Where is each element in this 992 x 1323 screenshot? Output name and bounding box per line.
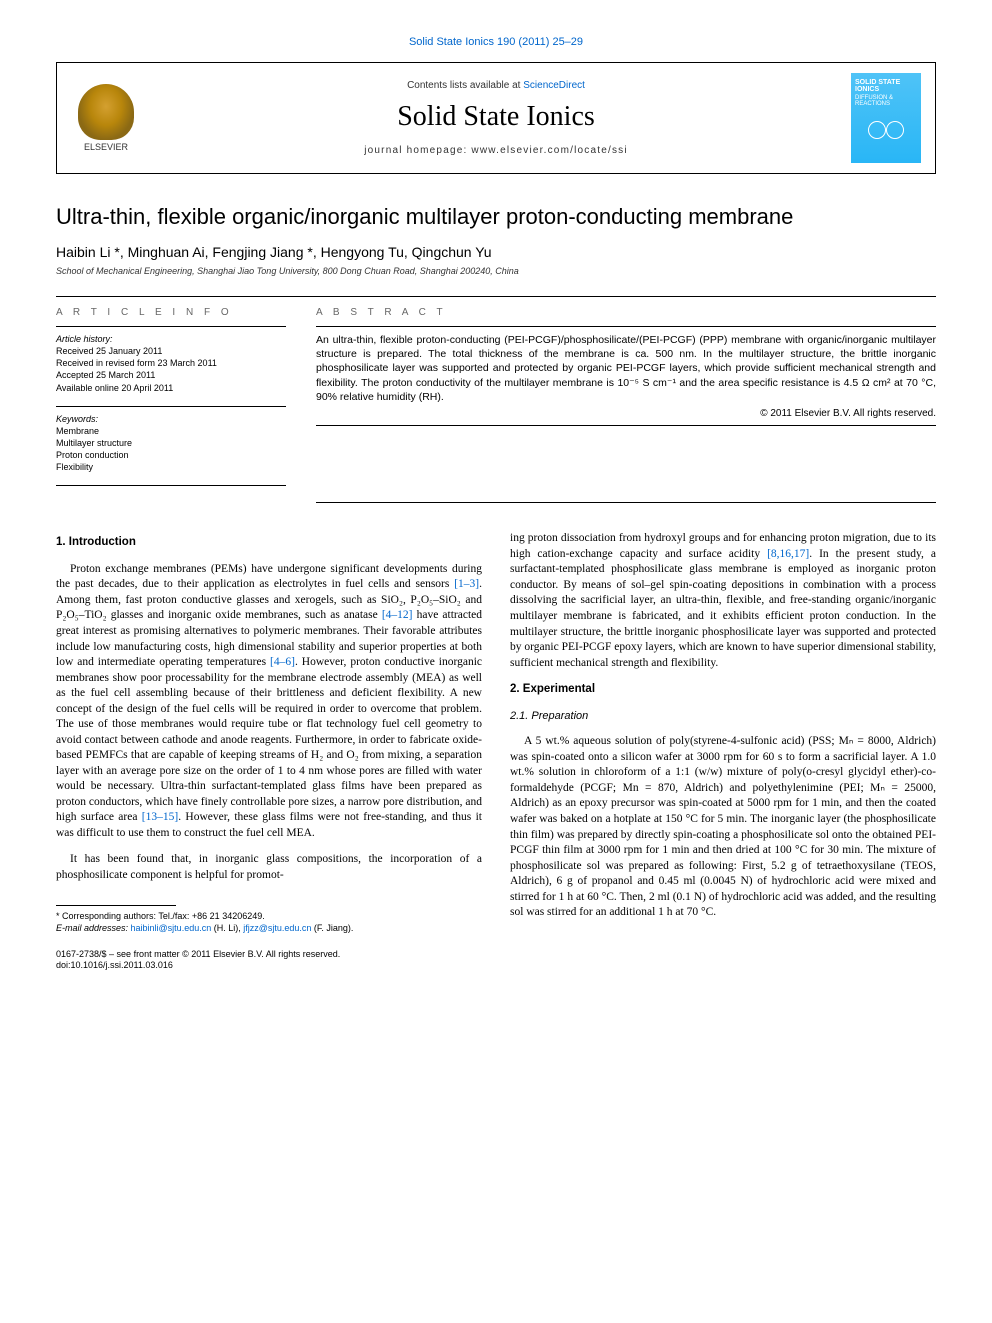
contents-prefix: Contents lists available at xyxy=(407,80,523,91)
history-revised: Received in revised form 23 March 2011 xyxy=(56,357,286,369)
keywords-block: Keywords: Membrane Multilayer structure … xyxy=(56,413,286,474)
copyright-footer: 0167-2738/$ – see front matter © 2011 El… xyxy=(56,949,482,972)
divider-mid xyxy=(316,502,936,503)
doi-line: doi:10.1016/j.ssi.2011.03.016 xyxy=(56,960,482,972)
rp1b: . In the present study, a surfactant-tem… xyxy=(510,548,936,669)
preparation-heading: 2.1. Preparation xyxy=(510,709,936,724)
footnote-block: * Corresponding authors: Tel./fax: +86 2… xyxy=(56,905,482,972)
ref-link-4[interactable]: [13–15] xyxy=(142,811,178,823)
email-name-1: (H. Li), xyxy=(211,923,243,933)
cover-subtitle: DIFFUSION & REACTIONS xyxy=(855,95,917,107)
issn-line: 0167-2738/$ – see front matter © 2011 El… xyxy=(56,949,482,961)
email-link-1[interactable]: haibinli@sjtu.edu.cn xyxy=(131,923,212,933)
affiliation: School of Mechanical Engineering, Shangh… xyxy=(56,266,936,276)
keywords-label: Keywords: xyxy=(56,413,286,425)
history-accepted: Accepted 25 March 2011 xyxy=(56,369,286,381)
ref-link-3[interactable]: [4–6] xyxy=(270,656,295,668)
right-para-1: ing proton dissociation from hydroxyl gr… xyxy=(510,531,936,671)
contents-listing: Contents lists available at ScienceDirec… xyxy=(141,80,851,91)
journal-title: Solid State Ionics xyxy=(141,101,851,133)
divider-info-1 xyxy=(56,326,286,327)
divider-info-3 xyxy=(56,485,286,486)
experimental-heading: 2. Experimental xyxy=(510,682,936,698)
ref-link-1[interactable]: [1–3] xyxy=(454,578,479,590)
keyword-1: Multilayer structure xyxy=(56,437,286,449)
ref-link-2[interactable]: [4–12] xyxy=(382,609,413,621)
corresponding-line: * Corresponding authors: Tel./fax: +86 2… xyxy=(56,910,482,922)
footnote-divider xyxy=(56,905,176,906)
divider-info-2 xyxy=(56,406,286,407)
abstract-heading: A B S T R A C T xyxy=(316,307,936,318)
abstract-text: An ultra-thin, flexible proton-conductin… xyxy=(316,333,936,404)
sciencedirect-link[interactable]: ScienceDirect xyxy=(523,80,585,91)
article-info-heading: A R T I C L E I N F O xyxy=(56,307,286,318)
citation-header: Solid State Ionics 190 (2011) 25–29 xyxy=(56,36,936,48)
article-info-column: A R T I C L E I N F O Article history: R… xyxy=(56,303,286,492)
elsevier-logo: ELSEVIER xyxy=(71,78,141,158)
elsevier-label: ELSEVIER xyxy=(84,142,128,152)
intro-heading: 1. Introduction xyxy=(56,535,482,551)
abstract-copyright: © 2011 Elsevier B.V. All rights reserved… xyxy=(316,408,936,419)
history-online: Available online 20 April 2011 xyxy=(56,382,286,394)
cover-title: SOLID STATE IONICS xyxy=(855,79,917,93)
article-title: Ultra-thin, flexible organic/inorganic m… xyxy=(56,204,936,230)
journal-header-box: ELSEVIER Contents lists available at Sci… xyxy=(56,62,936,174)
authors-text: Haibin Li *, Minghuan Ai, Fengjing Jiang… xyxy=(56,244,492,260)
p1a: Proton exchange membranes (PEMs) have un… xyxy=(56,563,482,591)
header-center: Contents lists available at ScienceDirec… xyxy=(141,80,851,156)
divider-top xyxy=(56,296,936,297)
journal-homepage: journal homepage: www.elsevier.com/locat… xyxy=(141,145,851,156)
ref-link-5[interactable]: [8,16,17] xyxy=(767,548,809,560)
intro-para-1: Proton exchange membranes (PEMs) have un… xyxy=(56,562,482,841)
intro-para-2: It has been found that, in inorganic gla… xyxy=(56,852,482,883)
email-line: E-mail addresses: haibinli@sjtu.edu.cn (… xyxy=(56,922,482,934)
email-name-2: (F. Jiang). xyxy=(311,923,353,933)
preparation-para: A 5 wt.% aqueous solution of poly(styren… xyxy=(510,734,936,920)
keyword-2: Proton conduction xyxy=(56,449,286,461)
body-columns: 1. Introduction Proton exchange membrane… xyxy=(56,531,936,971)
cover-graph-icon xyxy=(866,115,906,145)
history-received: Received 25 January 2011 xyxy=(56,345,286,357)
divider-abstract-1 xyxy=(316,326,936,327)
email-link-2[interactable]: jfjzz@sjtu.edu.cn xyxy=(243,923,311,933)
p1d: . However, proton conductive inorganic m… xyxy=(56,656,482,823)
journal-cover-thumbnail: SOLID STATE IONICS DIFFUSION & REACTIONS xyxy=(851,73,921,163)
authors-line: Haibin Li *, Minghuan Ai, Fengjing Jiang… xyxy=(56,244,936,260)
right-column: ing proton dissociation from hydroxyl gr… xyxy=(510,531,936,971)
left-column: 1. Introduction Proton exchange membrane… xyxy=(56,531,482,971)
keyword-0: Membrane xyxy=(56,425,286,437)
abstract-column: A B S T R A C T An ultra-thin, flexible … xyxy=(316,303,936,492)
history-block: Article history: Received 25 January 201… xyxy=(56,333,286,394)
keyword-3: Flexibility xyxy=(56,461,286,473)
elsevier-tree-icon xyxy=(78,84,134,140)
history-label: Article history: xyxy=(56,333,286,345)
divider-abstract-2 xyxy=(316,425,936,426)
info-abstract-row: A R T I C L E I N F O Article history: R… xyxy=(56,303,936,492)
email-label: E-mail addresses: xyxy=(56,923,131,933)
